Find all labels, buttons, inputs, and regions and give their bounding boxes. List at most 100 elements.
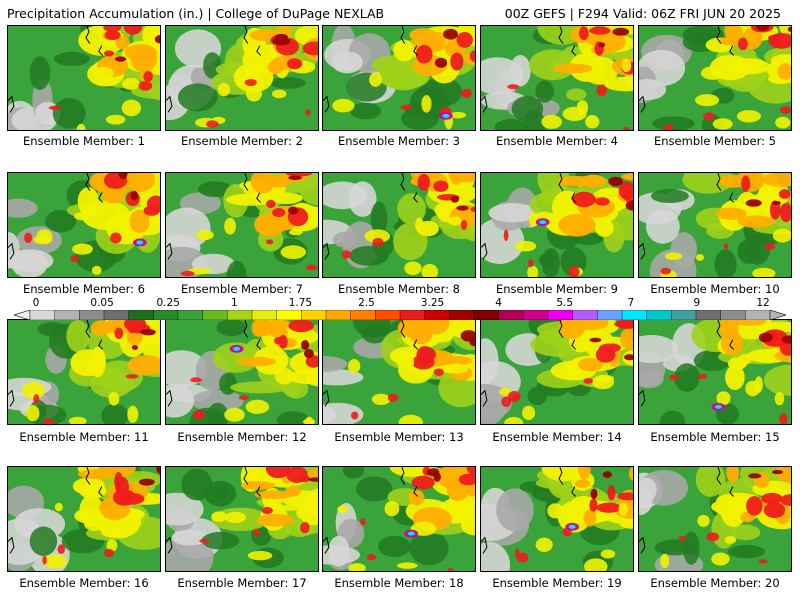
- ensemble-map-panel: [322, 172, 476, 278]
- ensemble-map-panel: [165, 466, 319, 572]
- ensemble-map-panel: [480, 466, 634, 572]
- ensemble-map-panel: [638, 466, 792, 572]
- precip-field-map: [166, 26, 318, 130]
- colorbar-labels: 0 0.05 0.25 1 1.75 2.5 3.25 4 5.5 7 9 12: [0, 297, 800, 309]
- colorbar-swatch: [177, 310, 204, 320]
- precip-field-map: [481, 173, 633, 277]
- precip-field-map: [639, 26, 791, 130]
- colorbar-swatch: [424, 310, 450, 320]
- precip-field-map: [481, 320, 633, 424]
- colorbar-swatch: [646, 310, 672, 320]
- ensemble-map-panel: [480, 172, 634, 278]
- ensemble-map-panel: [322, 466, 476, 572]
- precip-field-map: [8, 26, 160, 130]
- colorbar-tick-label: 9: [693, 297, 701, 309]
- colorbar-swatch: [54, 310, 80, 320]
- colorbar-swatch: [276, 310, 302, 320]
- ensemble-member-label: Ensemble Member: 14: [492, 430, 622, 444]
- precip-field-map: [323, 173, 475, 277]
- colorbar-tick-label: 12: [756, 297, 770, 309]
- colorbar-swatch: [227, 310, 253, 320]
- ensemble-member-label: Ensemble Member: 1: [23, 134, 145, 148]
- colorbar-swatch: [251, 310, 278, 320]
- colorbar-swatch: [399, 310, 426, 320]
- precip-field-map: [323, 467, 475, 571]
- ensemble-member-label: Ensemble Member: 9: [496, 282, 618, 296]
- precip-field-map: [8, 320, 160, 424]
- colorbar-swatch: [597, 310, 623, 320]
- colorbar-swatch: [572, 310, 598, 320]
- colorbar-swatch: [473, 310, 500, 320]
- colorbar-tick-label: 0.05: [90, 297, 114, 309]
- colorbar-swatch: [153, 310, 179, 320]
- precip-field-map: [481, 26, 633, 130]
- precip-field-map: [8, 173, 160, 277]
- colorbar-swatch: [745, 310, 771, 320]
- precip-field-map: [323, 26, 475, 130]
- colorbar-left-arrow: [14, 310, 31, 320]
- colorbar-swatch: [547, 310, 574, 320]
- colorbar-swatch: [29, 310, 56, 320]
- precip-colorbar: [14, 310, 786, 320]
- colorbar-tick-label: 0.25: [156, 297, 180, 309]
- colorbar-swatch: [523, 310, 549, 320]
- colorbar-tick-label: 2.5: [358, 297, 375, 309]
- colorbar-swatch: [695, 310, 722, 320]
- colorbar-swatch: [128, 310, 154, 320]
- colorbar-swatch: [449, 310, 475, 320]
- ensemble-map-panel: [480, 319, 634, 425]
- colorbar-swatch: [350, 310, 376, 320]
- colorbar-swatch: [301, 310, 327, 320]
- ensemble-member-label: Ensemble Member: 7: [181, 282, 303, 296]
- run-valid-time: 00Z GEFS | F294 Valid: 06Z FRI JUN 20 20…: [504, 6, 781, 21]
- ensemble-member-label: Ensemble Member: 17: [177, 576, 307, 590]
- ensemble-map-panel: [7, 172, 161, 278]
- colorbar-swatch: [325, 310, 352, 320]
- ensemble-member-label: Ensemble Member: 6: [23, 282, 145, 296]
- ensemble-map-panel: [638, 319, 792, 425]
- ensemble-member-label: Ensemble Member: 8: [338, 282, 460, 296]
- ensemble-member-label: Ensemble Member: 20: [650, 576, 780, 590]
- colorbar-tick-label: 1: [230, 297, 238, 309]
- ensemble-member-label: Ensemble Member: 12: [177, 430, 307, 444]
- ensemble-member-label: Ensemble Member: 2: [181, 134, 303, 148]
- colorbar-tick-label: 3.25: [420, 297, 445, 309]
- ensemble-member-label: Ensemble Member: 19: [492, 576, 622, 590]
- colorbar-swatch: [621, 310, 648, 320]
- colorbar-swatch: [103, 310, 130, 320]
- colorbar-swatch: [671, 310, 697, 320]
- ensemble-map-panel: [165, 172, 319, 278]
- ensemble-map-panel: [7, 25, 161, 131]
- precip-field-map: [481, 467, 633, 571]
- colorbar-swatch: [720, 310, 746, 320]
- precip-field-map: [323, 320, 475, 424]
- colorbar-tick-label: 4: [495, 297, 502, 309]
- ensemble-member-label: Ensemble Member: 10: [650, 282, 780, 296]
- ensemble-map-panel: [165, 319, 319, 425]
- ensemble-member-label: Ensemble Member: 18: [334, 576, 464, 590]
- precip-field-map: [8, 467, 160, 571]
- precip-field-map: [639, 173, 791, 277]
- ensemble-map-panel: [638, 172, 792, 278]
- colorbar-swatch: [202, 310, 228, 320]
- colorbar-swatch: [498, 310, 524, 320]
- ensemble-map-panel: [7, 466, 161, 572]
- precip-field-map: [639, 467, 791, 571]
- ensemble-map-panel: [322, 319, 476, 425]
- ensemble-map-panel: [7, 319, 161, 425]
- ensemble-member-label: Ensemble Member: 16: [19, 576, 149, 590]
- ensemble-map-panel: [322, 25, 476, 131]
- ensemble-map-panel: [638, 25, 792, 131]
- chart-title: Precipitation Accumulation (in.) | Colle…: [7, 6, 385, 21]
- colorbar-tick-label: 5.5: [556, 297, 574, 309]
- precip-field-map: [166, 467, 318, 571]
- ensemble-member-label: Ensemble Member: 5: [654, 134, 776, 148]
- precip-field-map: [166, 173, 318, 277]
- colorbar-swatch: [375, 310, 401, 320]
- ensemble-map-panel: [165, 25, 319, 131]
- precip-field-map: [639, 320, 791, 424]
- colorbar-right-arrow: [769, 310, 786, 320]
- ensemble-map-panel: [480, 25, 634, 131]
- precip-field-map: [166, 320, 318, 424]
- ensemble-member-label: Ensemble Member: 3: [338, 134, 460, 148]
